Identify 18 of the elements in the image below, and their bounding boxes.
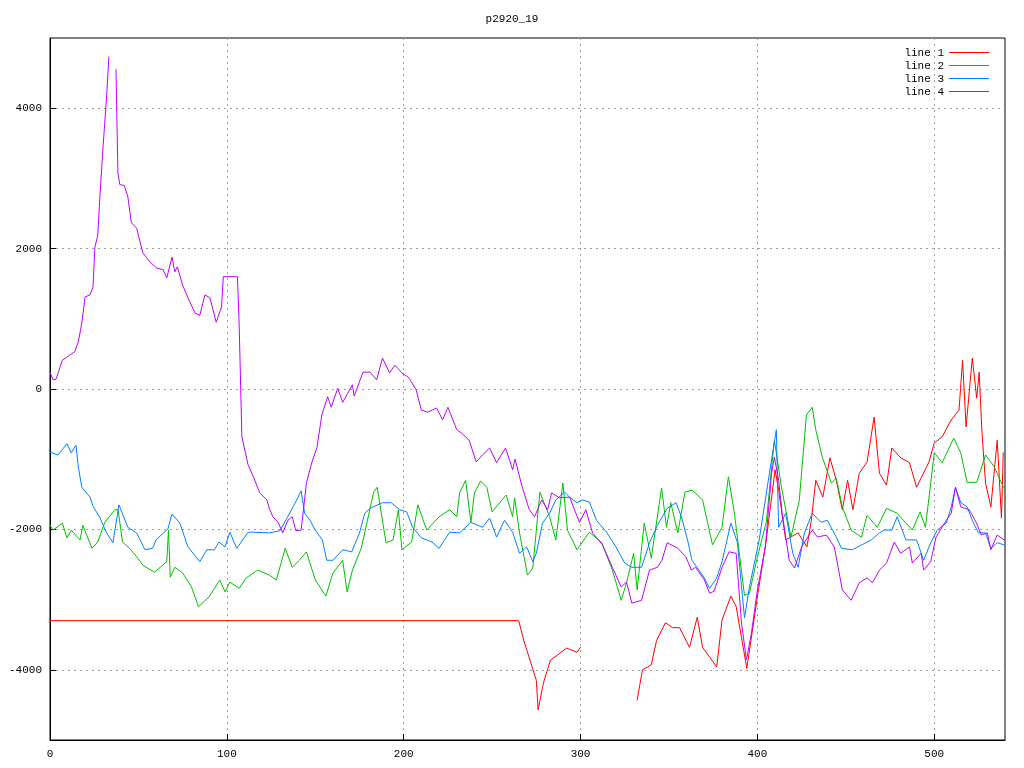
chart-title: p2920_19 — [485, 12, 539, 25]
x-tick-label: 400 — [747, 747, 768, 760]
legend-label: line 2 — [904, 59, 944, 72]
y-tick-label: -4000 — [8, 663, 42, 676]
legend-label: line 4 — [904, 85, 945, 98]
legend-label: line 1 — [904, 46, 945, 59]
line-series — [49, 406, 1005, 608]
x-tick-label: 100 — [216, 747, 237, 760]
x-tick-label: 200 — [393, 747, 414, 760]
y-tick-label: -2000 — [8, 523, 42, 536]
y-tick-label: 2000 — [15, 242, 42, 255]
y-tick-label: 0 — [35, 383, 42, 395]
y-tick-label: 4000 — [15, 102, 42, 115]
x-tick-label: 500 — [924, 747, 945, 760]
x-tick-label: 300 — [570, 747, 591, 760]
x-tick-label: 0 — [46, 747, 54, 760]
line-series — [49, 429, 1005, 619]
legend-label: line 3 — [904, 72, 944, 85]
